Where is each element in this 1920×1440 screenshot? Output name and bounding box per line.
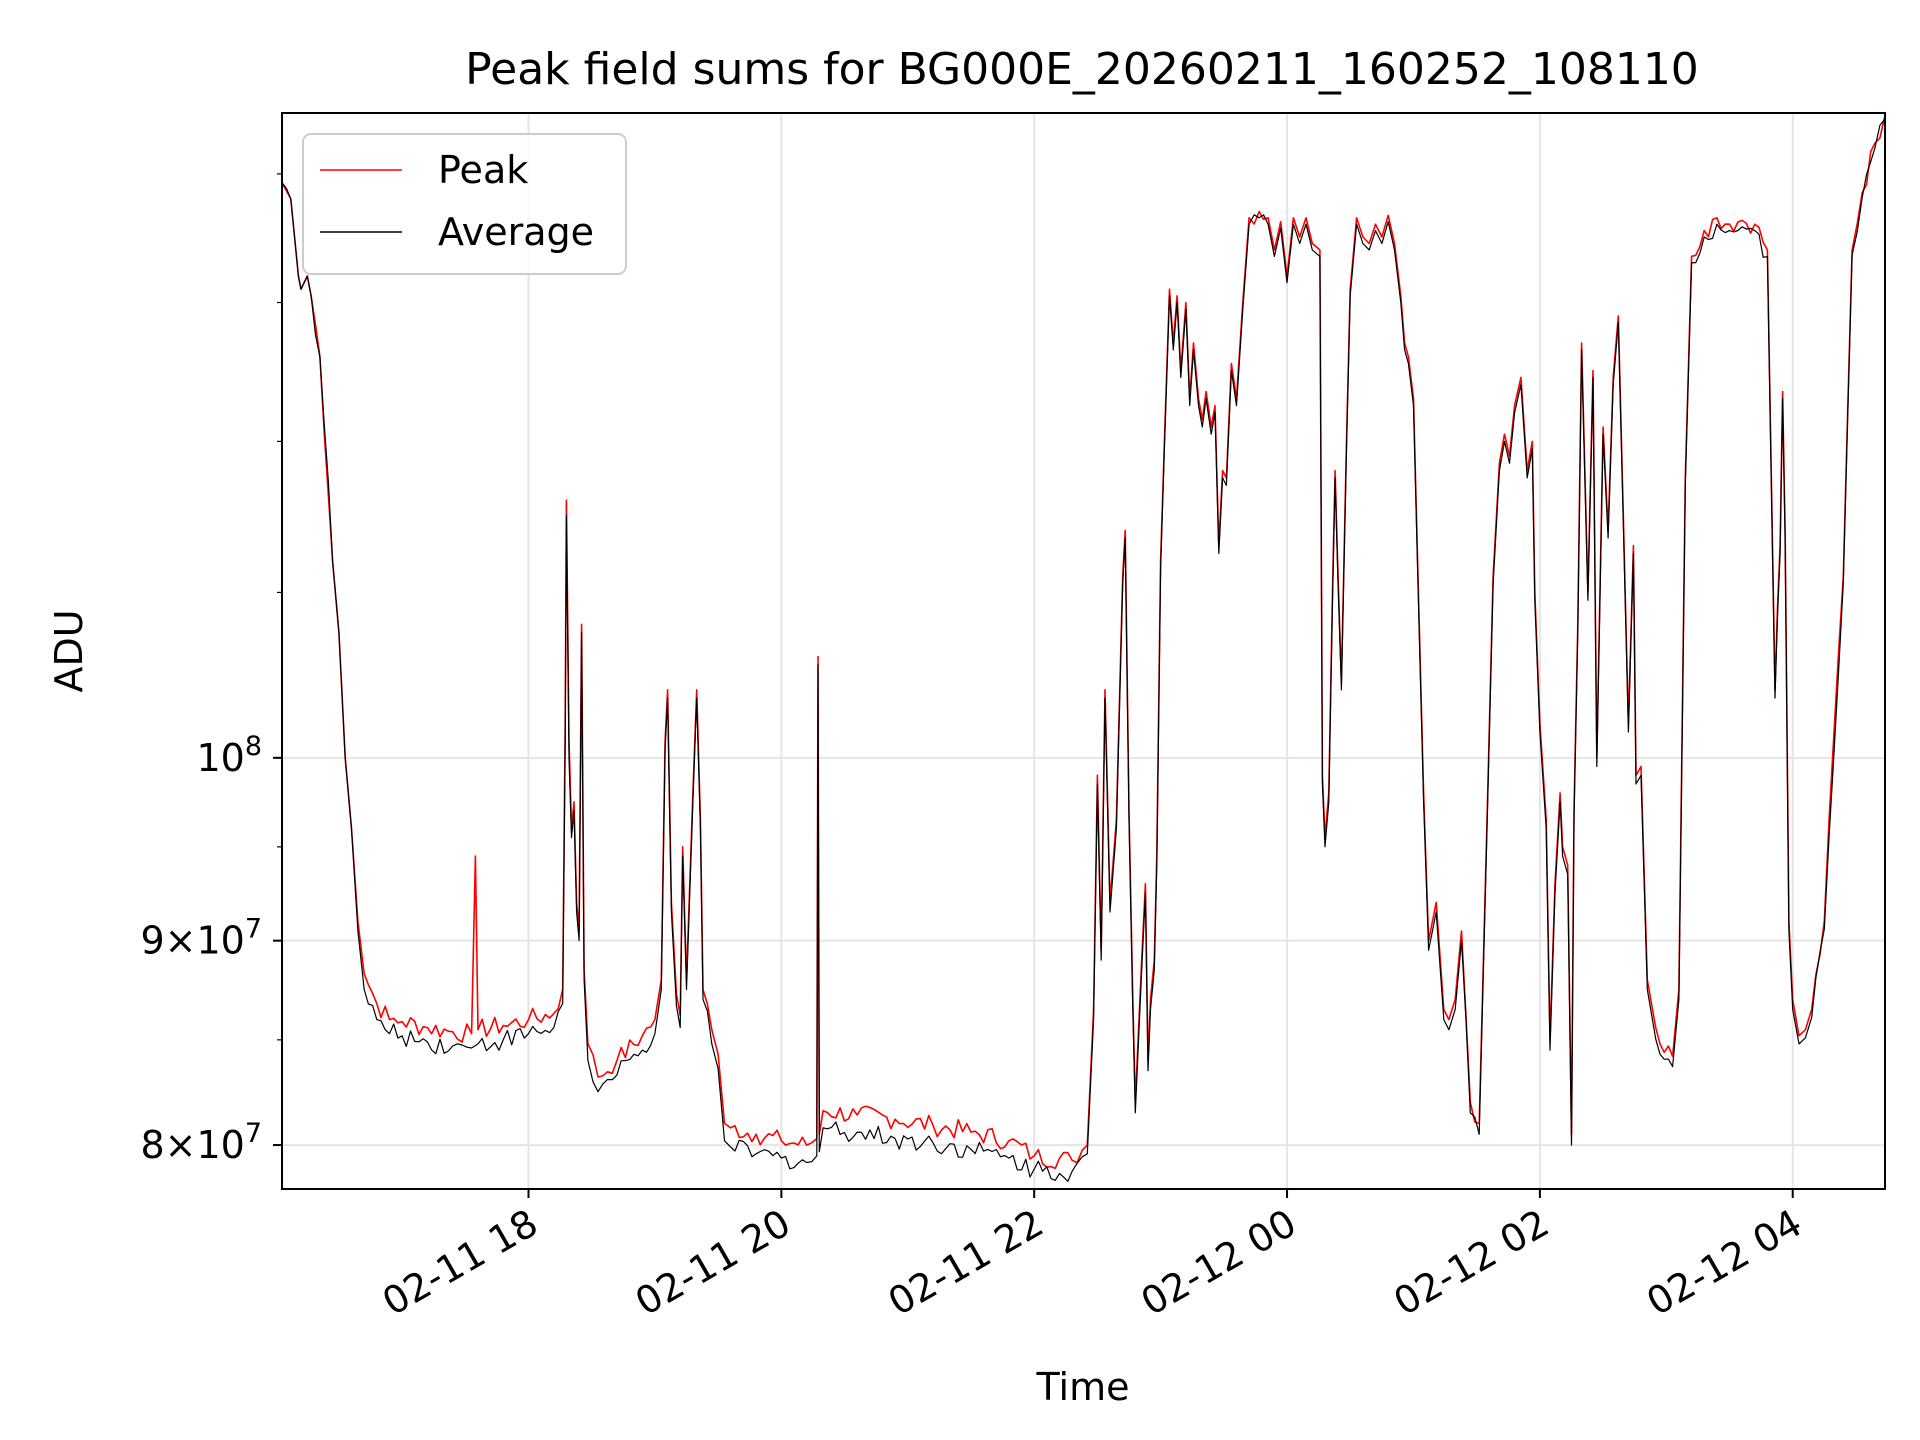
y-axis: 108 9×107 8×107 xyxy=(140,173,282,1167)
series-line-average xyxy=(282,118,1885,1182)
y-tick-label: 108 xyxy=(196,731,262,780)
y-tick-label: 9×107 xyxy=(140,914,262,963)
legend-box xyxy=(302,133,627,275)
legend-average-label: Average xyxy=(438,210,594,254)
legend-peak-label: Peak xyxy=(438,148,528,192)
x-axis-label: Time xyxy=(1036,1365,1130,1409)
plot-frame xyxy=(281,112,1886,1190)
chart-title: Peak field sums for BG000E_20260211_1602… xyxy=(465,44,1699,95)
y-axis-label: ADU xyxy=(47,609,91,692)
legend: Peak Average xyxy=(302,133,627,275)
series-layer xyxy=(282,115,1885,1182)
grid-lines xyxy=(282,113,1885,1189)
y-tick-label: 8×107 xyxy=(140,1118,262,1167)
